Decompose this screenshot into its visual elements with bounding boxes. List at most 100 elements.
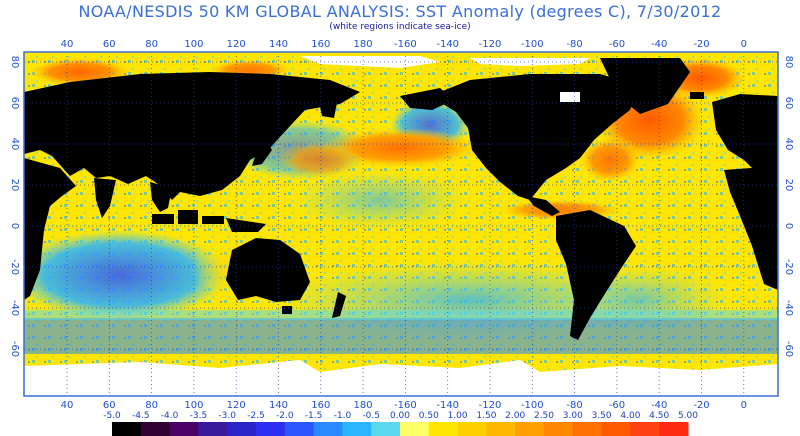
colorbar-tick-label: -4.5 bbox=[132, 411, 150, 421]
lon-tick-top: -140 bbox=[436, 39, 459, 50]
colorbar-tick-label: 1.50 bbox=[476, 411, 496, 421]
lon-tick-top: 140 bbox=[269, 39, 288, 50]
lon-tick-bottom: -40 bbox=[651, 400, 667, 411]
colorbar bbox=[112, 422, 689, 436]
lat-tick-right: -20 bbox=[783, 259, 794, 275]
lon-tick-bottom: 100 bbox=[184, 400, 203, 411]
colorbar-swatch bbox=[515, 422, 545, 436]
colorbar-swatch bbox=[313, 422, 343, 436]
lat-tick-left: -40 bbox=[9, 300, 20, 316]
lon-tick-top: 60 bbox=[103, 39, 116, 50]
colorbar-tick-label: -1.5 bbox=[305, 411, 323, 421]
colorbar-swatch bbox=[486, 422, 516, 436]
map-subtitle: (white regions indicate sea-ice) bbox=[329, 22, 471, 32]
lon-tick-top: -60 bbox=[609, 39, 625, 50]
colorbar-tick-label: 0.00 bbox=[390, 411, 410, 421]
lon-tick-top: 80 bbox=[145, 39, 158, 50]
colorbar-swatch bbox=[572, 422, 603, 436]
lon-tick-top: 0 bbox=[741, 39, 747, 50]
colorbar-swatch bbox=[544, 422, 574, 436]
colorbar-tick-label: 1.00 bbox=[448, 411, 468, 421]
colorbar-tick-label: -4.0 bbox=[161, 411, 179, 421]
colorbar-swatch bbox=[428, 422, 459, 436]
colorbar-labels: -5.0 -4.5 -4.0 -3.5 -3.0 -2.5 -2.0 -1.5 -1.0 -0.5… bbox=[103, 411, 698, 421]
lat-tick-right: -60 bbox=[783, 341, 794, 357]
colorbar-tick-label: -3.0 bbox=[218, 411, 236, 421]
map-frame bbox=[23, 51, 779, 397]
lon-tick-top: 100 bbox=[184, 39, 203, 50]
colorbar-swatch bbox=[400, 422, 430, 436]
colorbar-swatch bbox=[601, 422, 631, 436]
colorbar-swatch bbox=[630, 422, 660, 436]
colorbar-tick-label: 4.00 bbox=[620, 411, 640, 421]
latitude-ticks-right: 80 60 40 20 0 -20 -40 -60 bbox=[783, 56, 794, 358]
lon-tick-bottom: 0 bbox=[741, 400, 747, 411]
colorbar-tick-label: 5.00 bbox=[678, 411, 698, 421]
colorbar-swatch bbox=[371, 422, 401, 436]
lon-tick-bottom: 40 bbox=[61, 400, 74, 411]
colorbar-swatch bbox=[256, 422, 286, 436]
lon-tick-bottom: -60 bbox=[609, 400, 625, 411]
lat-tick-left: 40 bbox=[9, 138, 20, 151]
lon-tick-bottom: 140 bbox=[269, 400, 288, 411]
graticule bbox=[24, 52, 778, 396]
lat-tick-left: -20 bbox=[9, 259, 20, 275]
colorbar-tick-label: 0.50 bbox=[419, 411, 439, 421]
lon-tick-top: -120 bbox=[479, 39, 502, 50]
colorbar-tick-label: -2.5 bbox=[247, 411, 265, 421]
colorbar-tick-label: -3.5 bbox=[190, 411, 208, 421]
landmasses bbox=[24, 58, 778, 340]
lon-tick-top: 180 bbox=[354, 39, 373, 50]
lat-tick-right: 80 bbox=[783, 56, 794, 69]
lon-tick-bottom: -120 bbox=[479, 400, 502, 411]
colorbar-tick-label: 4.50 bbox=[649, 411, 669, 421]
longitude-ticks-bottom: 40 60 80 100 120 140 160 180 -160 -140 -120 -100 -80… bbox=[61, 400, 747, 411]
colorbar-tick-label: 2.50 bbox=[534, 411, 554, 421]
lon-tick-bottom: -80 bbox=[566, 400, 582, 411]
lon-tick-bottom: 180 bbox=[354, 400, 373, 411]
lon-tick-bottom: -20 bbox=[693, 400, 709, 411]
colorbar-tick-label: 3.00 bbox=[563, 411, 583, 421]
colorbar-tick-label: -5.0 bbox=[103, 411, 121, 421]
colorbar-tick-label: 2.00 bbox=[505, 411, 525, 421]
lat-tick-left: 80 bbox=[9, 56, 20, 69]
lon-tick-top: 40 bbox=[61, 39, 74, 50]
colorbar-tick-label: -0.5 bbox=[362, 411, 380, 421]
lon-tick-top: 160 bbox=[311, 39, 330, 50]
colorbar-swatch bbox=[227, 422, 257, 436]
colorbar-swatch bbox=[457, 422, 487, 436]
lat-tick-left: -60 bbox=[9, 341, 20, 357]
colorbar-swatch bbox=[140, 422, 171, 436]
lon-tick-top: 120 bbox=[227, 39, 246, 50]
lat-tick-left: 60 bbox=[9, 97, 20, 110]
map-title: NOAA/NESDIS 50 KM GLOBAL ANALYSIS: SST A… bbox=[78, 2, 722, 21]
latitude-ticks-left: 80 60 40 20 0 -20 -40 -60 bbox=[9, 56, 20, 358]
lon-tick-top: -100 bbox=[521, 39, 544, 50]
colorbar-swatch bbox=[169, 422, 199, 436]
lon-tick-bottom: 120 bbox=[227, 400, 246, 411]
colorbar-swatch bbox=[198, 422, 228, 436]
lon-tick-bottom: -140 bbox=[436, 400, 459, 411]
colorbar-tick-label: 3.50 bbox=[592, 411, 612, 421]
lat-tick-left: 20 bbox=[9, 179, 20, 192]
colorbar-swatch bbox=[659, 422, 689, 436]
lon-tick-bottom: -100 bbox=[521, 400, 544, 411]
colorbar-swatch bbox=[284, 422, 315, 436]
lon-tick-top: -160 bbox=[394, 39, 417, 50]
lat-tick-right: 60 bbox=[783, 97, 794, 110]
lon-tick-bottom: -160 bbox=[394, 400, 417, 411]
lat-tick-left: 0 bbox=[9, 223, 20, 229]
lat-tick-right: 0 bbox=[783, 223, 794, 229]
colorbar-swatch bbox=[112, 422, 142, 436]
lat-tick-right: -40 bbox=[783, 300, 794, 316]
colorbar-tick-label: -1.0 bbox=[334, 411, 352, 421]
lon-tick-top: -80 bbox=[566, 39, 582, 50]
lat-tick-right: 40 bbox=[783, 138, 794, 151]
lat-tick-right: 20 bbox=[783, 179, 794, 192]
lon-tick-bottom: 60 bbox=[103, 400, 116, 411]
lon-tick-top: -40 bbox=[651, 39, 667, 50]
lon-tick-bottom: 160 bbox=[311, 400, 330, 411]
colorbar-swatch bbox=[342, 422, 372, 436]
lon-tick-top: -20 bbox=[693, 39, 709, 50]
